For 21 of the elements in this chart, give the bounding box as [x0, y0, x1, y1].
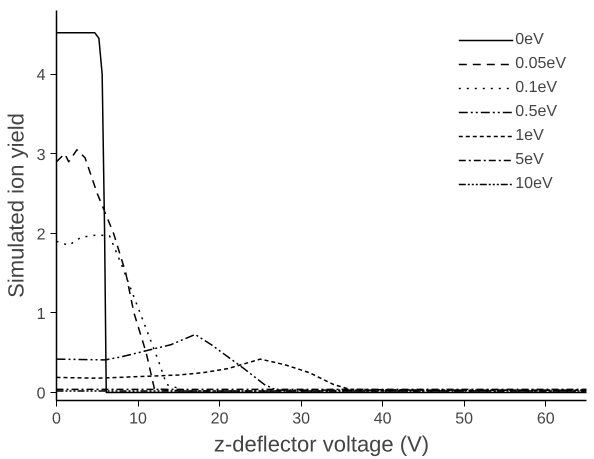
legend-label: 10eV: [515, 175, 553, 193]
x-tick-label: 40: [374, 410, 392, 428]
legend-label: 0eV: [515, 31, 544, 49]
y-tick-label: 4: [36, 67, 46, 84]
legend-label: 0.5eV: [515, 103, 558, 121]
y-tick-label: 3: [36, 146, 46, 164]
x-tick-label: 20: [210, 410, 229, 428]
legend-label: 0.05eV: [515, 55, 566, 73]
y-tick-label: 1: [36, 306, 46, 323]
y-axis-title: Simulated ion yield: [4, 113, 29, 298]
x-tick-label: 50: [455, 410, 474, 428]
x-tick-label: 60: [536, 410, 555, 428]
legend-label: 5eV: [515, 151, 544, 169]
x-tick-label: 0: [52, 410, 62, 428]
y-tick-label: 0: [36, 386, 46, 403]
legend-label: 1eV: [515, 127, 544, 145]
x-tick-label: 10: [129, 410, 148, 428]
legend-label: 0.1eV: [515, 79, 558, 97]
x-tick-label: 30: [292, 410, 310, 428]
y-tick-label: 2: [36, 226, 46, 244]
x-axis-title: z-deflector voltage (V): [214, 432, 430, 456]
